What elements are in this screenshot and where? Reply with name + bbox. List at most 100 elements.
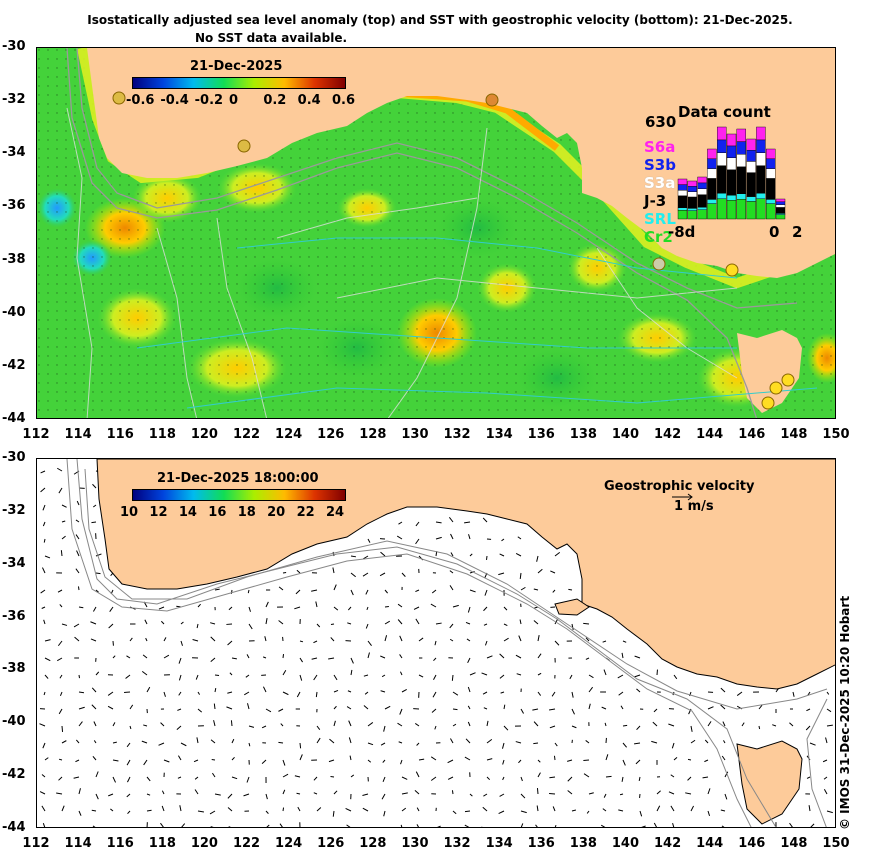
velocity-arrow [93, 504, 97, 508]
data-count-bar-segment [736, 198, 746, 220]
velocity-arrow [91, 704, 97, 710]
velocity-arrow [197, 603, 201, 608]
velocity-arrow [571, 691, 574, 698]
velocity-legend-title: Geostrophic velocity [604, 479, 755, 494]
x-tick-label: 132 [443, 836, 471, 851]
data-count-bar-segment [687, 210, 698, 220]
velocity-arrow [671, 742, 675, 749]
satellite-label: S6a [644, 138, 676, 156]
velocity-arrow [282, 571, 287, 574]
velocity-arrow [486, 776, 491, 781]
velocity-arrow [364, 691, 369, 695]
sst-tick: 20 [267, 505, 286, 520]
velocity-arrow [296, 792, 301, 795]
velocity-arrow [520, 823, 524, 827]
velocity-arrow [431, 708, 437, 713]
velocity-arrow [57, 640, 63, 647]
data-count-bar-segment [677, 195, 688, 209]
velocity-arrow [583, 759, 590, 762]
velocity-arrow [90, 621, 97, 625]
velocity-arrow [93, 740, 97, 744]
velocity-arrow [622, 759, 626, 766]
data-count-bar-segment [765, 168, 776, 179]
velocity-arrow [380, 655, 386, 659]
velocity-arrow [519, 572, 522, 579]
velocity-arrow [690, 725, 693, 732]
velocity-arrow [363, 705, 369, 710]
velocity-arrow [350, 572, 356, 578]
velocity-arrow [295, 589, 301, 595]
velocity-scale-label: 1 m/s [674, 499, 714, 514]
velocity-arrow [315, 691, 318, 698]
velocity-arrow [76, 550, 80, 557]
velocity-arrow [383, 725, 386, 732]
data-count-bars [677, 126, 786, 220]
velocity-arrow [724, 793, 728, 800]
velocity-arrow [452, 810, 457, 815]
velocity-arrow [75, 568, 80, 574]
velocity-arrow [415, 618, 420, 625]
y-tick-label: -40 [2, 304, 26, 320]
velocity-arrow [433, 657, 437, 662]
data-count-bar-segment [775, 204, 786, 208]
tasmania-landmass [737, 330, 802, 413]
velocity-arrow [40, 589, 46, 594]
velocity-arrow [519, 619, 522, 625]
velocity-arrow [415, 521, 420, 527]
velocity-arrow [365, 623, 369, 629]
velocity-arrow [129, 725, 132, 730]
velocity-arrow [346, 824, 351, 827]
velocity-arrow [282, 759, 286, 766]
x-tick-label: 148 [780, 836, 808, 851]
velocity-arrow [634, 742, 641, 745]
geostrophic-velocity-map [36, 458, 836, 828]
data-count-bar-segment [726, 157, 737, 170]
velocity-arrow [109, 606, 114, 612]
velocity-arrow [180, 640, 183, 646]
velocity-arrow [177, 776, 182, 779]
data-count-bar-segment [736, 141, 746, 155]
data-count-bar-segment [765, 199, 776, 204]
velocity-arrow [687, 776, 692, 781]
velocity-arrow [197, 708, 203, 713]
data-count-bar-segment [717, 126, 727, 141]
data-count-bar-segment [697, 207, 707, 210]
velocity-arrow [418, 637, 424, 642]
sst-tick: 10 [120, 505, 139, 520]
velocity-arrow [196, 623, 199, 629]
velocity-arrow [588, 703, 591, 710]
x-tick-label: 138 [569, 427, 597, 442]
x-tick-label: 124 [275, 427, 303, 442]
velocity-arrow [452, 691, 459, 696]
velocity-arrow [158, 606, 165, 610]
velocity-arrow [333, 606, 339, 611]
velocity-arrow [501, 538, 505, 542]
velocity-arrow [399, 671, 403, 676]
velocity-arrow [702, 776, 709, 779]
x-tick-label: 150 [822, 427, 850, 442]
velocity-arrow [516, 673, 522, 676]
velocity-arrow [230, 720, 233, 727]
velocity-arrow [399, 654, 403, 659]
bathymetry-contours [66, 459, 828, 827]
velocity-arrow [42, 567, 46, 574]
velocity-arrow [636, 688, 641, 693]
velocity-arrow [231, 657, 237, 660]
velocity-arrow [214, 793, 221, 796]
velocity-arrow [723, 740, 726, 744]
velocity-arrow [231, 776, 238, 780]
velocity-arrow [468, 534, 471, 540]
velocity-arrow [808, 805, 811, 812]
velocity-arrow [316, 725, 321, 731]
velocity-arrow [350, 555, 357, 558]
velocity-arrow [213, 703, 216, 710]
velocity-arrow [180, 621, 184, 625]
y-tick-label: -32 [2, 502, 26, 518]
velocity-arrow [464, 824, 470, 827]
velocity-arrow [503, 704, 506, 710]
satellite-label: Cr2 [644, 228, 673, 246]
velocity-arrow [602, 640, 607, 643]
velocity-arrow [656, 790, 661, 795]
velocity-arrow [653, 708, 658, 713]
velocity-arrow [40, 487, 46, 493]
